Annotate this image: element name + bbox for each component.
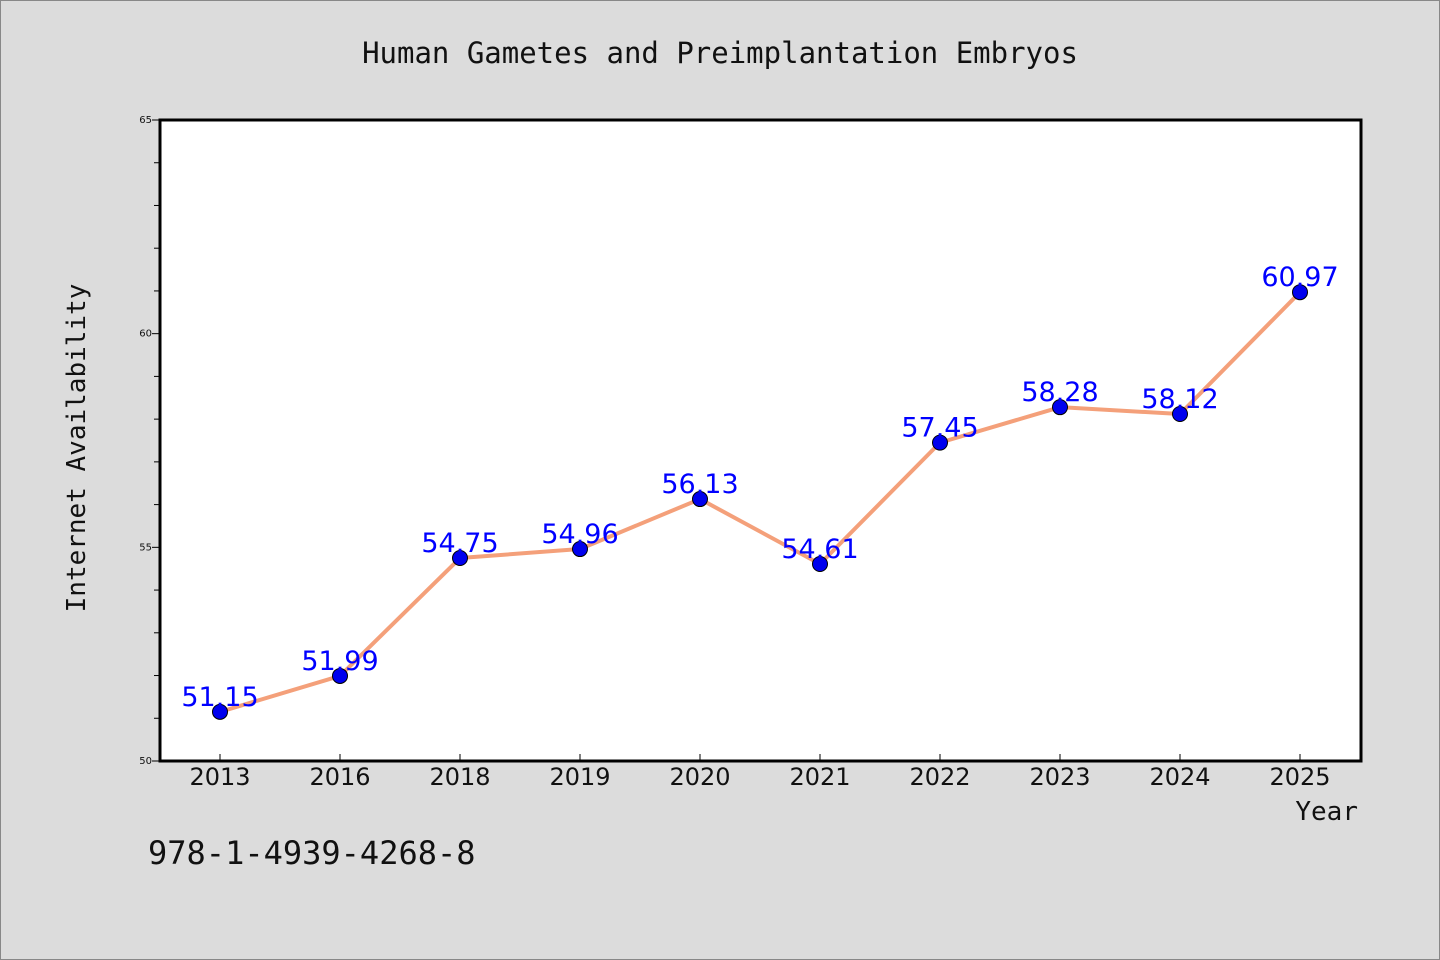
x-tick-label: 2025	[1269, 763, 1330, 791]
data-label: 54.96	[541, 519, 618, 550]
y-axis-label: Internet Availability	[62, 284, 92, 613]
data-point	[1292, 284, 1308, 301]
x-tick-label: 2019	[549, 763, 610, 791]
x-axis: 2013 2016 2018 2019 2020 2021 2022 2023 2024 2025	[189, 754, 1331, 791]
y-tick-label: 65	[139, 115, 152, 126]
data-label: 51.99	[301, 646, 378, 677]
data-point	[932, 434, 948, 451]
isbn-text: 978-1-4939-4268-8	[148, 834, 476, 872]
x-tick-label: 2024	[1149, 763, 1210, 791]
data-label: 54.61	[781, 534, 858, 565]
data-point	[452, 550, 468, 567]
x-tick-label: 2018	[429, 763, 490, 791]
data-point	[332, 667, 348, 684]
data-label: 51.15	[181, 682, 258, 713]
y-tick-label: 50	[139, 756, 152, 767]
data-point	[212, 703, 228, 720]
series-line	[218, 290, 1302, 714]
x-tick-label: 2020	[669, 763, 730, 791]
data-label: 57.45	[901, 413, 978, 444]
data-point	[812, 555, 828, 572]
data-point	[692, 491, 708, 508]
data-point	[1172, 406, 1188, 423]
chart-title: Human Gametes and Preimplantation Embryo…	[362, 36, 1078, 70]
data-label: 58.28	[1021, 377, 1098, 408]
x-tick-label: 2016	[309, 763, 370, 791]
x-tick-label: 2023	[1029, 763, 1090, 791]
series-markers	[212, 284, 1308, 720]
y-tick-label: 60	[139, 329, 152, 340]
x-tick-label: 2022	[909, 763, 970, 791]
y-tick-label: 55	[139, 542, 152, 553]
data-label: 58.12	[1141, 384, 1218, 415]
data-point	[572, 541, 588, 558]
x-axis-label: Year	[1295, 797, 1358, 827]
data-labels: 51.15 51.99 54.75 54.96 56.13 54.61 57.45 58.28…	[181, 262, 1338, 713]
data-label: 60.97	[1261, 262, 1338, 293]
data-point	[1052, 399, 1068, 416]
y-axis: 50 55 60 65	[139, 115, 160, 767]
x-tick-label: 2013	[189, 763, 250, 791]
data-label: 54.75	[421, 528, 498, 559]
x-tick-label: 2021	[789, 763, 850, 791]
data-label: 56.13	[661, 469, 738, 500]
